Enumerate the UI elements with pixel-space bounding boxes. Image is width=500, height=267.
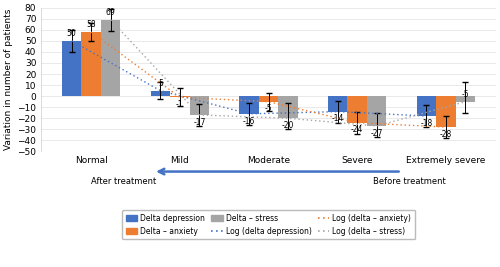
Bar	[239, 96, 259, 114]
Bar	[170, 96, 190, 97]
Y-axis label: Variation in number of patients: Variation in number of patients	[4, 9, 13, 150]
Bar	[278, 96, 298, 118]
Bar	[62, 41, 82, 96]
Text: -18: -18	[420, 119, 432, 128]
Bar	[150, 91, 170, 96]
Text: Before treatment: Before treatment	[373, 177, 446, 186]
Text: -14: -14	[332, 114, 344, 123]
Bar	[82, 32, 101, 96]
Bar	[328, 96, 347, 112]
Legend: Delta depression, Delta – anxiety, Delta – stress, Log (delta depression), Log (: Delta depression, Delta – anxiety, Delta…	[122, 210, 415, 239]
Bar	[348, 96, 367, 123]
Text: -28: -28	[440, 130, 452, 139]
Text: 58: 58	[86, 20, 96, 29]
Text: After treatment: After treatment	[91, 177, 156, 186]
Text: -24: -24	[351, 125, 364, 135]
Text: -16: -16	[243, 117, 255, 125]
Text: 5: 5	[158, 79, 162, 88]
Text: 50: 50	[66, 29, 76, 38]
Text: -1: -1	[176, 100, 184, 109]
Text: -17: -17	[193, 118, 205, 127]
Bar	[190, 96, 209, 115]
Text: -5: -5	[264, 104, 272, 113]
Text: -27: -27	[370, 129, 383, 138]
Text: 69: 69	[106, 8, 116, 17]
Bar	[259, 96, 278, 102]
Bar	[101, 20, 120, 96]
Text: -20: -20	[282, 121, 294, 130]
Text: -5: -5	[462, 90, 469, 99]
Bar	[367, 96, 386, 126]
Bar	[416, 96, 436, 116]
Bar	[436, 96, 456, 127]
Bar	[456, 96, 475, 102]
